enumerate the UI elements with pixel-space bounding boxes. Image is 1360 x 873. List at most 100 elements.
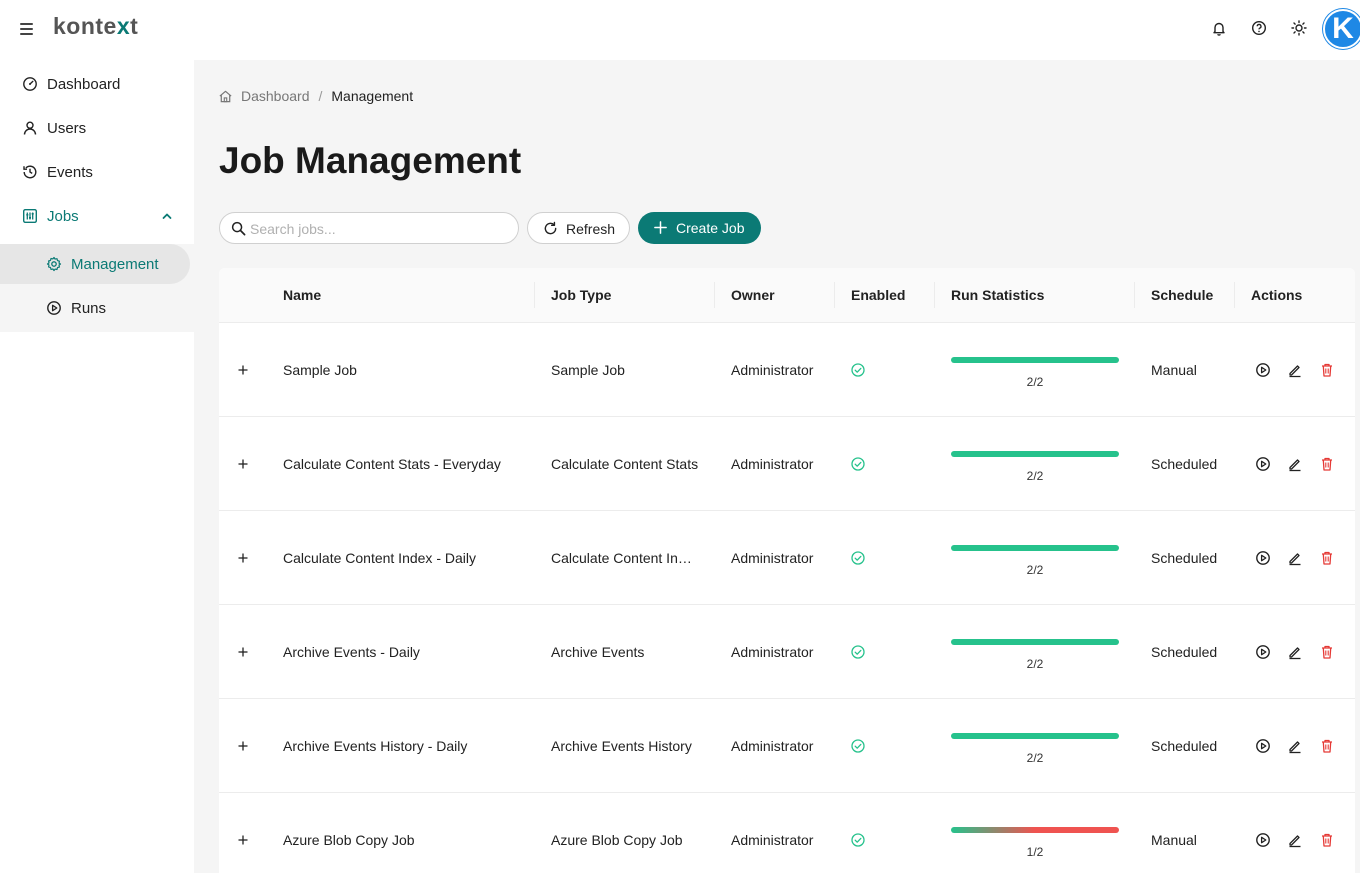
column-header-actions: Actions — [1251, 287, 1303, 303]
plus-icon — [654, 221, 667, 234]
job-type: Calculate Content In… — [551, 550, 692, 566]
run-statistics-label: 2/2 — [1026, 563, 1044, 577]
run-job-icon[interactable] — [1255, 832, 1271, 848]
enabled-check-icon — [851, 739, 865, 753]
delete-job-icon[interactable] — [1319, 738, 1335, 754]
job-type: Archive Events History — [551, 738, 692, 754]
menu-icon[interactable] — [18, 20, 36, 38]
column-divider — [714, 282, 715, 308]
job-name: Calculate Content Index - Daily — [283, 550, 476, 566]
job-type: Sample Job — [551, 362, 625, 378]
enabled-check-icon — [851, 457, 865, 471]
delete-job-icon[interactable] — [1319, 644, 1335, 660]
edit-job-icon[interactable] — [1287, 738, 1303, 754]
table-row: Azure Blob Copy Job Azure Blob Copy Job … — [219, 793, 1355, 873]
column-divider — [834, 282, 835, 308]
create-job-button[interactable]: Create Job — [638, 212, 761, 244]
delete-job-icon[interactable] — [1319, 362, 1335, 378]
edit-job-icon[interactable] — [1287, 644, 1303, 660]
brand-logo[interactable]: kontext — [53, 13, 139, 39]
expand-plus-icon[interactable] — [236, 457, 250, 471]
refresh-icon — [544, 221, 557, 235]
job-name: Sample Job — [283, 362, 357, 378]
edit-job-icon[interactable] — [1287, 550, 1303, 566]
gear-icon — [46, 256, 62, 272]
chevron-up-icon[interactable] — [160, 209, 174, 223]
table-row: Calculate Content Stats - Everyday Calcu… — [219, 417, 1355, 511]
page-title: Job Management — [219, 140, 522, 181]
sidebar-item-management[interactable]: Management — [0, 244, 190, 284]
run-job-icon[interactable] — [1255, 456, 1271, 472]
refresh-button[interactable]: Refresh — [527, 212, 630, 244]
job-schedule: Scheduled — [1151, 644, 1218, 660]
search-input[interactable] — [250, 218, 510, 240]
run-statistics-bar — [951, 545, 1119, 551]
breadcrumb-dashboard-link[interactable]: Dashboard — [241, 88, 310, 104]
column-header-name[interactable]: Name — [283, 287, 322, 303]
column-header-schedule[interactable]: Schedule — [1151, 287, 1214, 303]
table-header: Name Job Type Owner Enabled Run Statisti… — [219, 268, 1355, 323]
job-owner: Administrator — [731, 550, 814, 566]
job-name: Azure Blob Copy Job — [283, 832, 415, 848]
run-job-icon[interactable] — [1255, 738, 1271, 754]
sidebar: Dashboard Users Events Jobs Management R… — [0, 60, 194, 873]
avatar[interactable]: K — [1323, 9, 1360, 49]
breadcrumb-current: Management — [331, 88, 414, 104]
edit-job-icon[interactable] — [1287, 362, 1303, 378]
delete-job-icon[interactable] — [1319, 550, 1335, 566]
search-field[interactable] — [219, 212, 519, 244]
run-statistics-label: 2/2 — [1026, 751, 1044, 765]
sidebar-item-label: Events — [47, 163, 93, 181]
column-header-enabled[interactable]: Enabled — [851, 287, 906, 303]
run-statistics-label: 2/2 — [1026, 375, 1044, 389]
job-schedule: Manual — [1151, 362, 1197, 378]
expand-plus-icon[interactable] — [236, 551, 250, 565]
sidebar-item-dashboard[interactable]: Dashboard — [0, 64, 194, 104]
sidebar-item-users[interactable]: Users — [0, 108, 194, 148]
delete-job-icon[interactable] — [1319, 456, 1335, 472]
column-header-job-type[interactable]: Job Type — [551, 287, 612, 303]
run-statistics-bar — [951, 827, 1119, 833]
expand-plus-icon[interactable] — [236, 363, 250, 377]
run-job-icon[interactable] — [1255, 550, 1271, 566]
job-schedule: Manual — [1151, 832, 1197, 848]
column-header-owner[interactable]: Owner — [731, 287, 775, 303]
job-schedule: Scheduled — [1151, 456, 1218, 472]
job-name: Calculate Content Stats - Everyday — [283, 456, 501, 472]
column-header-run-statistics[interactable]: Run Statistics — [951, 287, 1045, 303]
sidebar-item-label: Users — [47, 119, 87, 137]
run-job-icon[interactable] — [1255, 362, 1271, 378]
theme-sun-icon[interactable] — [1289, 18, 1309, 38]
user-icon — [23, 121, 37, 135]
bell-icon[interactable] — [1209, 18, 1229, 38]
main-content: Dashboard / Management Job Management Re… — [194, 60, 1360, 873]
jobs-icon — [23, 209, 38, 224]
column-divider — [1134, 282, 1135, 308]
breadcrumb-separator: / — [318, 88, 323, 104]
sidebar-item-events[interactable]: Events — [0, 152, 194, 192]
edit-job-icon[interactable] — [1287, 832, 1303, 848]
job-owner: Administrator — [731, 362, 814, 378]
job-schedule: Scheduled — [1151, 738, 1218, 754]
run-job-icon[interactable] — [1255, 644, 1271, 660]
edit-job-icon[interactable] — [1287, 456, 1303, 472]
expand-plus-icon[interactable] — [236, 645, 250, 659]
run-statistics-bar — [951, 451, 1119, 457]
help-icon[interactable] — [1249, 18, 1269, 38]
sidebar-item-runs[interactable]: Runs — [0, 288, 190, 328]
home-icon[interactable] — [218, 89, 233, 104]
job-owner: Administrator — [731, 456, 814, 472]
run-statistics-label: 1/2 — [1026, 845, 1044, 859]
expand-plus-icon[interactable] — [236, 833, 250, 847]
job-name: Archive Events - Daily — [283, 644, 420, 660]
breadcrumb: Dashboard / Management — [218, 87, 413, 105]
job-owner: Administrator — [731, 738, 814, 754]
refresh-label: Refresh — [566, 221, 616, 237]
job-type: Archive Events — [551, 644, 645, 660]
sidebar-item-jobs[interactable]: Jobs — [0, 196, 194, 236]
expand-plus-icon[interactable] — [236, 739, 250, 753]
enabled-check-icon — [851, 363, 865, 377]
column-divider — [1234, 282, 1235, 308]
gauge-icon — [23, 77, 37, 91]
delete-job-icon[interactable] — [1319, 832, 1335, 848]
